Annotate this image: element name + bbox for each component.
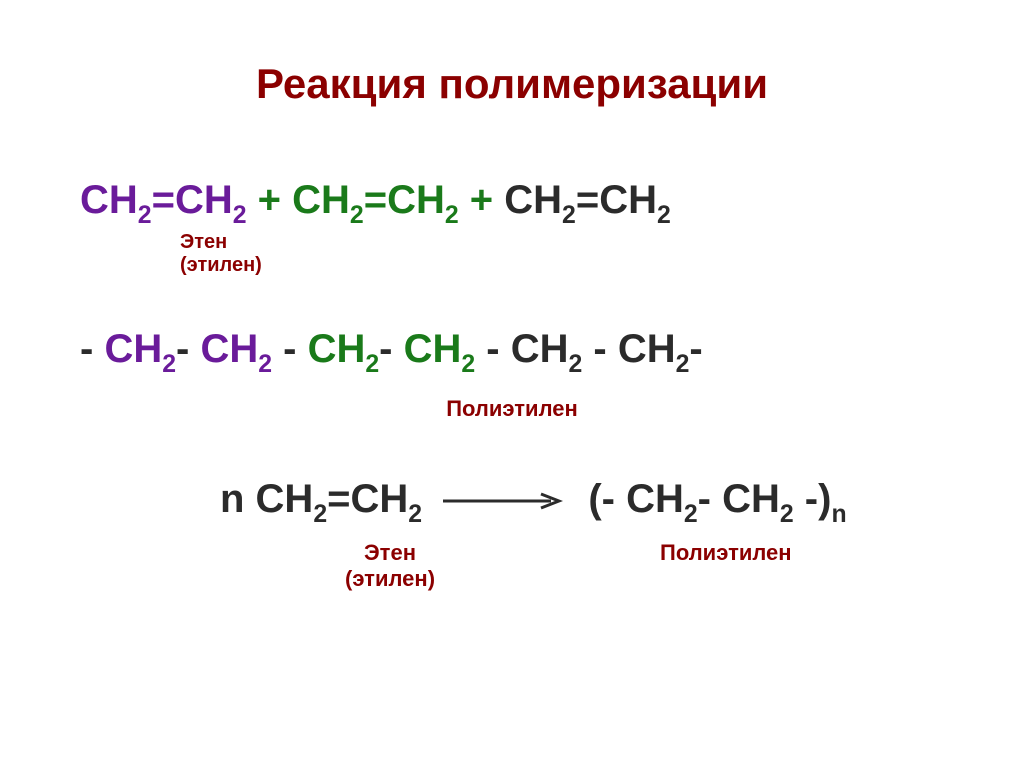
txt: СН: [722, 477, 780, 521]
txt: СН: [404, 327, 462, 371]
dash: -: [176, 327, 200, 371]
dash: -: [379, 327, 403, 371]
dash: -: [689, 327, 702, 371]
txt: СН: [504, 178, 562, 222]
sub: 2: [445, 202, 459, 229]
txt: СН: [387, 178, 445, 222]
ethene-label-2: Этен (этилен): [345, 540, 435, 593]
sub: 2: [162, 351, 176, 378]
sub: 2: [562, 202, 576, 229]
label-line1: Этен: [364, 540, 416, 565]
dash: -: [698, 477, 722, 521]
slide-title: Реакция полимеризации: [70, 60, 954, 108]
eq: =: [152, 178, 175, 222]
rhs: (- СН2- СН2 -)n: [588, 477, 846, 521]
txt: СН: [292, 178, 350, 222]
txt: СН: [175, 178, 233, 222]
paren-open: (-: [588, 477, 626, 521]
unit-2: СН2: [200, 327, 272, 371]
polymer-chain-row: - СН2- СН2 - СН2- СН2 - СН2 - СН2-: [80, 327, 954, 378]
sub: 2: [365, 351, 379, 378]
eq: =: [327, 477, 350, 521]
sub: 2: [780, 501, 794, 528]
sub: 2: [258, 351, 272, 378]
polyethylene-label-2: Полиэтилен: [660, 540, 792, 566]
txt: СН: [511, 327, 569, 371]
txt: СН: [599, 178, 657, 222]
monomer-sum-row: СН2=СН2 + СН2=СН2 + СН2=СН2: [80, 178, 954, 229]
label-line2: (этилен): [180, 254, 262, 276]
txt: СН: [618, 327, 676, 371]
sub: 2: [408, 501, 422, 528]
label-line1: Этен: [180, 231, 227, 253]
sub: 2: [350, 202, 364, 229]
unit-4: СН2: [404, 327, 476, 371]
dash: -: [272, 327, 308, 371]
row3-labels: Этен (этилен) Полиэтилен: [70, 540, 954, 600]
reaction-arrow-icon: [443, 492, 563, 510]
paren-close: -): [794, 477, 832, 521]
dash: -: [80, 327, 104, 371]
sub: 2: [233, 202, 247, 229]
sub-n: n: [831, 501, 846, 528]
txt: СН: [626, 477, 684, 521]
eq: =: [576, 178, 599, 222]
unit-5: СН2: [511, 327, 583, 371]
sub: 2: [676, 351, 690, 378]
unit-3: СН2: [308, 327, 380, 371]
general-equation-row: n СН2=СН2 (- СН2- СН2 -)n: [220, 477, 954, 528]
sub: 2: [569, 351, 583, 378]
sub: 2: [461, 351, 475, 378]
unit-1: СН2: [104, 327, 176, 371]
txt: СН: [200, 327, 258, 371]
txt: СН: [80, 178, 138, 222]
txt: СН: [256, 477, 314, 521]
ethene-label-1: Этен (этилен): [180, 231, 954, 277]
sub: 2: [313, 501, 327, 528]
txt: СН: [104, 327, 162, 371]
monomer-2: СН2=СН2: [292, 178, 470, 222]
plus-1: +: [258, 178, 292, 222]
txt: СН: [308, 327, 366, 371]
eq: =: [364, 178, 387, 222]
slide: Реакция полимеризации СН2=СН2 + СН2=СН2 …: [0, 0, 1024, 767]
lhs: n СН2=СН2: [220, 477, 433, 521]
polyethylene-label-1: Полиэтилен: [70, 396, 954, 422]
unit-6: СН2: [618, 327, 690, 371]
monomer-1: СН2=СН2: [80, 178, 258, 222]
sub: 2: [684, 501, 698, 528]
dash: -: [475, 327, 511, 371]
monomer-3: СН2=СН2: [504, 178, 671, 222]
plus-2: +: [470, 178, 504, 222]
txt: СН: [350, 477, 408, 521]
dash: -: [582, 327, 618, 371]
sub: 2: [138, 202, 152, 229]
arrow-svg: [443, 492, 563, 510]
sub: 2: [657, 202, 671, 229]
label-line2: (этилен): [345, 566, 435, 591]
coef-n: n: [220, 477, 256, 521]
